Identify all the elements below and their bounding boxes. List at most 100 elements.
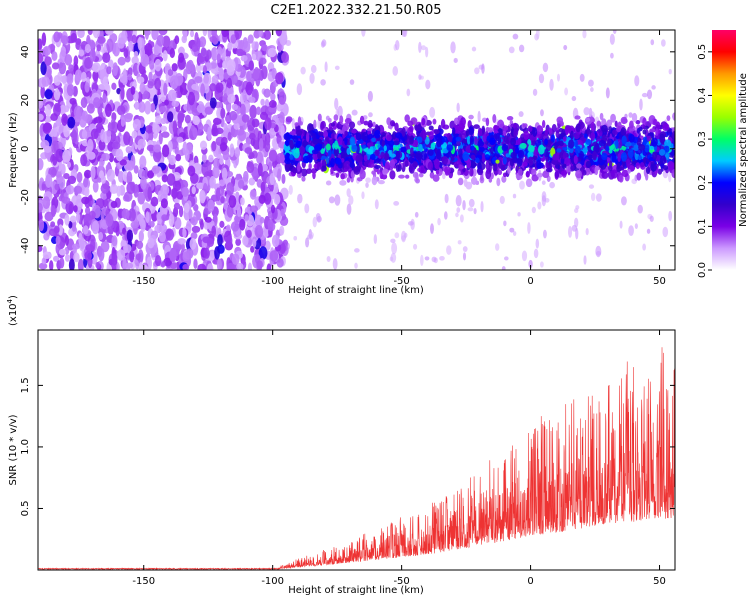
spectrogram-cell (605, 87, 610, 99)
spectrogram-cell (49, 260, 54, 270)
spectrogram-cell (276, 258, 284, 268)
spectrogram-cell (64, 234, 69, 246)
spectrogram-cell (153, 44, 160, 56)
spectrogram-cell (595, 245, 602, 258)
spectrogram-cell (574, 145, 581, 154)
colorbar: 0.00.10.20.30.40.5 Normalized spectral a… (697, 30, 749, 278)
spectrogram-cell (531, 206, 536, 214)
spectrogram-cell (404, 160, 409, 167)
spectrogram-cell (200, 47, 207, 57)
spectrogram-cell (98, 139, 106, 151)
spectrogram-cell (199, 220, 204, 230)
spectrogram-cell (621, 169, 629, 178)
spectrogram-cell (489, 137, 496, 146)
spectrogram-cell (158, 231, 166, 243)
spectrogram-cell (51, 205, 56, 217)
spectrogram-cell (160, 184, 170, 196)
spectrogram-cell (167, 89, 177, 102)
spectrogram-y-tick-label: 0 (20, 146, 31, 152)
spectrogram-cell (633, 144, 639, 152)
spectrogram-cell (371, 170, 376, 175)
spectrogram-cell (116, 185, 122, 197)
spectrogram-cell (400, 146, 407, 153)
spectrogram-cell (573, 155, 578, 165)
spectrogram-cell (414, 211, 419, 218)
spectrogram-cell (63, 105, 70, 113)
spectrogram-cell (433, 158, 440, 168)
spectrogram-cell (538, 73, 545, 84)
spectrogram-cell (455, 195, 462, 207)
spectrogram-cell (621, 135, 627, 145)
spectrogram-cell (333, 114, 339, 121)
spectrogram-cell (550, 134, 555, 143)
spectrogram-cell (510, 123, 518, 129)
spectrogram-cell (219, 142, 228, 152)
spectrogram-cell (273, 193, 281, 205)
spectrogram-cell (568, 226, 573, 238)
spectrogram-cell (68, 220, 73, 229)
spectrogram-cell (325, 143, 331, 151)
spectrogram-cell (189, 238, 197, 250)
spectrogram-cell (65, 185, 75, 195)
spectrogram-cell (259, 57, 267, 65)
spectrogram-cell (227, 93, 236, 104)
spectrogram-cell (163, 82, 168, 96)
spectrogram-cell (650, 39, 655, 46)
spectrogram-cell (279, 242, 286, 255)
spectrogram-cell (206, 49, 212, 60)
spectrogram-cell (263, 88, 271, 98)
spectrogram-cell (100, 128, 105, 143)
spectrogram-cell (418, 172, 424, 178)
spectrogram-cell (459, 165, 465, 170)
spectrogram-cell (292, 167, 298, 174)
spectrogram-cell (64, 54, 73, 66)
spectrogram-cell (239, 218, 246, 231)
spectrogram-cell (69, 97, 77, 105)
spectrogram-cell (620, 127, 626, 136)
spectrogram-cell (76, 211, 81, 223)
spectrogram-cell (145, 124, 153, 134)
spectrogram-cell (544, 148, 549, 158)
spectrogram-cell (642, 129, 647, 135)
spectrogram-cell (172, 120, 178, 135)
spectrogram-cell (222, 149, 230, 161)
spectrogram-cell (136, 76, 145, 84)
spectrogram-cell (251, 118, 260, 128)
spectrogram-cell (225, 224, 231, 232)
spectrogram-cell (537, 144, 545, 155)
spectrogram-cell (80, 97, 88, 109)
spectrogram-cell (132, 118, 141, 131)
spectrogram-cell (346, 147, 351, 155)
spectrogram-cell (234, 30, 243, 40)
spectrogram-cell (42, 122, 52, 134)
spectrogram-cell (154, 77, 162, 90)
spectrogram-cell (545, 160, 549, 169)
spectrogram-cell (128, 208, 136, 222)
spectrogram-cell (204, 106, 214, 115)
spectrogram-cell (212, 117, 222, 125)
spectrogram-cell (470, 154, 476, 160)
spectrogram-cell (97, 36, 106, 44)
spectrogram-cell (144, 42, 153, 57)
spectrogram-cell (44, 56, 52, 66)
spectrogram-cell (62, 149, 72, 163)
spectrogram-cell (187, 165, 196, 177)
spectrogram-cell (393, 201, 400, 206)
spectrogram-image (38, 30, 675, 270)
spectrogram-cell (199, 140, 208, 150)
spectrogram-cell (192, 127, 198, 138)
spectrogram-cell (234, 147, 241, 158)
spectrogram-cell (92, 62, 101, 73)
spectrogram-cell (462, 252, 467, 261)
spectrogram-cell (455, 212, 459, 218)
spectrogram-cell (370, 153, 376, 161)
spectrogram-cell (579, 73, 585, 82)
spectrogram-cell (230, 221, 240, 232)
spectrogram-cell (284, 140, 290, 146)
spectrogram-cell (384, 161, 391, 169)
spectrogram-cell (527, 125, 533, 132)
spectrogram-cell (83, 225, 89, 235)
spectrogram-cell (40, 85, 46, 99)
spectrogram-cell (330, 167, 334, 175)
spectrogram-cell (188, 208, 193, 220)
